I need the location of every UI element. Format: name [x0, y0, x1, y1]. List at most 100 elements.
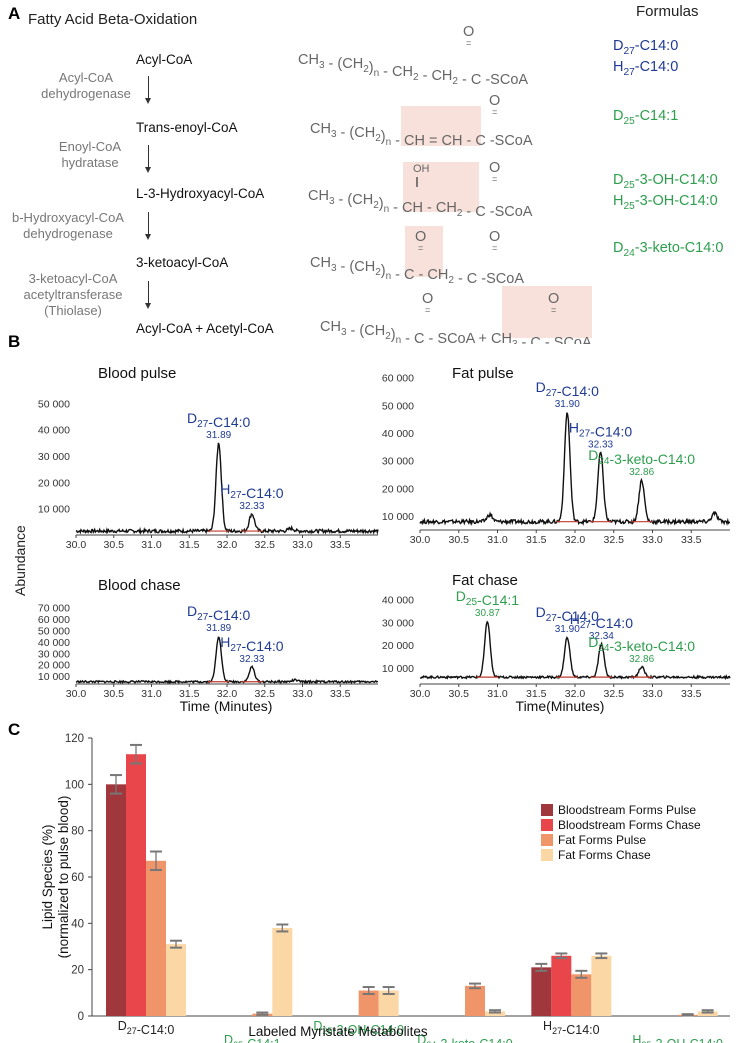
formula-label: D25-3-OH-C14:0 — [613, 172, 718, 191]
peak-retention-time: 32.33 — [239, 654, 264, 665]
peak-retention-time: 31.90 — [555, 399, 580, 410]
peak-label: D25-C14:1 — [456, 588, 519, 608]
bar — [591, 955, 612, 1016]
formulas-header: Formulas — [636, 3, 699, 20]
chromatogram-trace — [419, 412, 731, 526]
y-tick-label: 120 — [65, 733, 84, 745]
category-label: D27-C14:0 — [118, 1019, 175, 1037]
chromatogram-4: Fat chase 30.0 30.5 31.0 31.5 32.0 32.5 33.0 33.… — [382, 572, 731, 714]
oxo-label-5a: O — [422, 291, 433, 307]
category-label: H27-C14:0 — [543, 1019, 600, 1037]
double-bond-mark-4a: = — [418, 243, 423, 253]
category-label: H25-3-OH-C14:0 — [632, 1033, 723, 1043]
bar — [485, 1011, 505, 1016]
highlight-acetyl — [502, 286, 592, 338]
enzyme-hydroxyacyl-dehydrogenase: b-Hydroxyacyl-CoA dehydrogenase — [12, 210, 124, 241]
species-trans-enoyl-coa: Trans-enoyl-CoA — [136, 120, 238, 135]
bar — [531, 967, 552, 1016]
peak-label: D27-C14:0 — [187, 410, 250, 430]
bar — [126, 754, 146, 1016]
panel-a-letter: A — [8, 4, 21, 23]
x-tick-label: 33.0 — [642, 688, 663, 700]
reaction-arrow-3-head — [145, 234, 151, 240]
reaction-arrow-2 — [148, 145, 149, 167]
double-bond-mark-2: = — [492, 107, 497, 117]
legend-swatch — [541, 819, 553, 831]
x-tick-label: 30.0 — [410, 534, 431, 546]
x-tick-label: 32.0 — [217, 539, 238, 551]
chromatogram-title: Blood pulse — [98, 365, 176, 382]
reaction-arrow-1-head — [145, 98, 151, 104]
peak-retention-time: 30.87 — [475, 608, 500, 619]
peak-label: D27-C14:0 — [187, 603, 250, 623]
oxo-label-3: O — [489, 160, 500, 176]
bar — [146, 860, 166, 1016]
x-tick-label: 32.5 — [255, 688, 276, 700]
panel-a-title: Fatty Acid Beta-Oxidation — [28, 11, 198, 28]
y-tick-label: 10 000 — [382, 663, 414, 675]
peak-label: D24-3-keto-C14:0 — [588, 447, 695, 467]
chromatogram-title: Fat chase — [452, 572, 518, 589]
x-axis-title: Labeled Myristate Metabolites — [248, 1024, 428, 1039]
y-tick-label: 50 000 — [38, 398, 70, 410]
x-tick-label: 32.0 — [217, 688, 238, 700]
reaction-arrow-4-head — [145, 303, 151, 309]
highlight-keto — [405, 226, 443, 277]
x-tick-label: 30.0 — [410, 688, 431, 700]
structure-ketoacyl: CH3 - (CH2)n - C - CH2 - C -SCoA — [310, 255, 524, 287]
species-ketoacyl-coa: 3-ketoacyl-CoA — [136, 255, 229, 270]
peak-label: D24-3-keto-C14:0 — [588, 634, 695, 654]
x-tick-label: 30.0 — [66, 539, 87, 551]
bar — [378, 990, 399, 1016]
bar-chart: Lipid Species (%) (normalized to pulse bl… — [40, 733, 730, 1043]
peak-label: D27-C14:0 — [536, 379, 599, 399]
x-axis-title: Time (Minutes) — [180, 698, 273, 714]
x-tick-label: 31.0 — [487, 688, 508, 700]
legend-swatch — [541, 804, 553, 816]
x-tick-label: 31.5 — [526, 534, 547, 546]
species-acyl-coa: Acyl-CoA — [136, 52, 193, 67]
y-tick-label: 40 000 — [38, 637, 70, 649]
y-tick-label: 30 000 — [38, 648, 70, 660]
y-tick-label: 40 000 — [382, 428, 414, 440]
legend-swatch — [541, 849, 553, 861]
x-tick-label: 33.0 — [292, 539, 313, 551]
legend-label: Fat Forms Pulse — [558, 833, 646, 847]
x-tick-label: 31.0 — [141, 539, 162, 551]
oxo-label-4a: O — [415, 229, 426, 245]
y-tick-label: 20 — [71, 965, 84, 977]
panel-b-letter: B — [8, 332, 21, 351]
peak-retention-time: 31.90 — [555, 624, 580, 635]
formula-label: D25-C14:1 — [613, 108, 679, 127]
bar — [358, 990, 379, 1016]
x-tick-label: 32.5 — [604, 688, 625, 700]
category-label: D25-3-OH-C14:0 — [313, 1019, 404, 1037]
y-tick-label: 70 000 — [38, 603, 70, 615]
double-bond-mark-5b: = — [551, 305, 556, 315]
peak-retention-time: 32.33 — [588, 439, 613, 450]
bar — [551, 955, 572, 1016]
category-label: D24-3-keto-C14:0 — [417, 1033, 513, 1043]
highlight-hydroxyl — [403, 162, 479, 212]
y-tick-label: 40 — [71, 918, 84, 930]
structure-trans-enoyl: CH3 - (CH2)n - CH = CH - C -SCoA — [310, 121, 533, 149]
y-tick-label: 60 000 — [382, 373, 414, 385]
x-tick-label: 30.5 — [104, 688, 125, 700]
y-tick-label: 20 000 — [38, 660, 70, 672]
y-tick-label: 50 000 — [38, 625, 70, 637]
legend-label: Fat Forms Chase — [558, 848, 651, 862]
y-tick-label: 40 000 — [38, 425, 70, 437]
y-tick-label: 60 000 — [38, 614, 70, 626]
reaction-arrow-2-head — [145, 167, 151, 173]
oxo-label-5b: O — [548, 291, 559, 307]
peak-label: H27-C14:0 — [220, 634, 283, 654]
formula-label: D27-C14:0 — [613, 38, 679, 57]
x-tick-label: 32.0 — [565, 688, 586, 700]
x-tick-label: 33.5 — [681, 534, 702, 546]
oxo-label-2: O — [489, 93, 500, 109]
structures-svg: O = CH3 - (CH2)n - CH2 - CH2 - C -SCoA O… — [298, 24, 592, 344]
panel-c-letter: C — [8, 720, 21, 739]
peak-retention-time: 31.89 — [206, 623, 231, 634]
x-tick-label: 31.5 — [179, 539, 200, 551]
y-tick-label: 50 000 — [382, 400, 414, 412]
